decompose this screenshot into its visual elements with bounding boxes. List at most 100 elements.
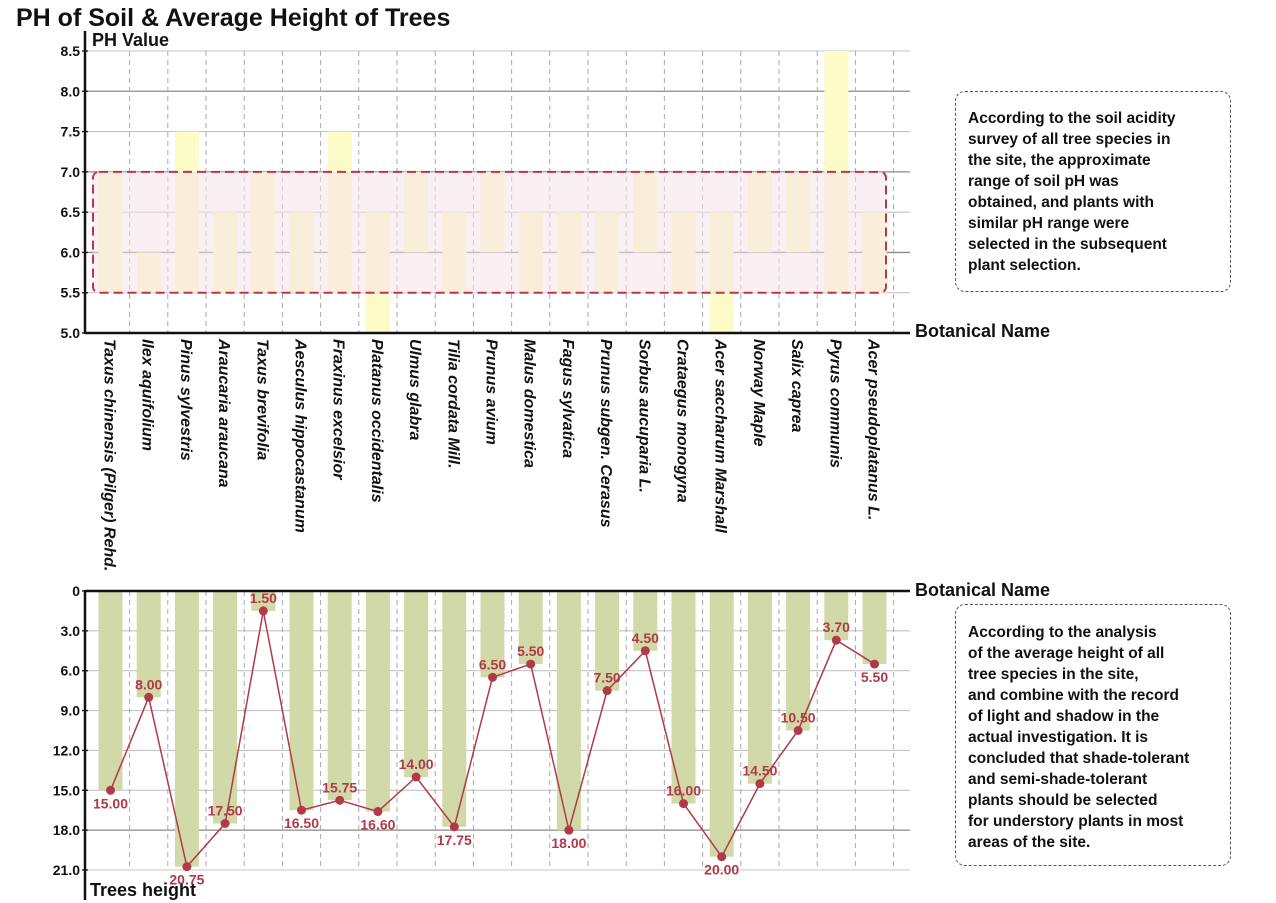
height-point <box>717 852 727 862</box>
ph-tick-labels: 5.0 5.5 6.0 6.5 7.0 7.5 8.0 8.5 <box>61 43 88 341</box>
height-bar <box>251 591 276 611</box>
height-value-label: 16.00 <box>666 783 701 799</box>
ph-tick-label: 6.0 <box>61 244 81 260</box>
height-value-label: 15.00 <box>93 795 128 811</box>
height-value-label: 5.50 <box>861 669 888 685</box>
height-value-label: 15.75 <box>322 779 357 795</box>
height-point <box>106 785 115 795</box>
height-point <box>411 772 421 782</box>
height-tick-labels: 0 3.0 6.0 9.0 12.0 15.0 18.0 21.0 <box>53 583 88 878</box>
height-point <box>144 692 154 702</box>
height-bar <box>480 591 505 678</box>
height-value-label: 17.75 <box>437 832 472 848</box>
height-bar <box>327 591 352 801</box>
chart-title: PH of Soil & Average Height of Trees <box>16 4 450 32</box>
height-tick-label: 15.0 <box>53 782 80 798</box>
height-value-labels: 15.00 8.00 20.75 17.50 1.50 16.50 15.75 16.60 14… <box>93 590 888 888</box>
height-bar <box>404 591 429 777</box>
height-bar <box>174 591 199 867</box>
height-value-label: 5.50 <box>517 643 544 659</box>
height-value-label: 10.50 <box>781 710 816 726</box>
height-point <box>793 726 803 735</box>
height-tick-label: 3.0 <box>61 623 81 639</box>
height-tick-label: 18.0 <box>53 822 80 838</box>
height-tick-label: 6.0 <box>61 663 81 679</box>
species-label: Acer pseudoplatanus L. <box>865 338 882 520</box>
species-label: Crataegus monogyna <box>674 339 691 503</box>
height-value-label: 6.50 <box>479 656 506 672</box>
height-bar <box>671 591 696 804</box>
ph-tick-label: 8.0 <box>61 83 81 99</box>
ph-note-box: According to the soil acidity survey of … <box>955 91 1231 292</box>
height-tick-label: 0 <box>72 583 80 599</box>
height-bar <box>213 591 238 824</box>
height-point <box>449 822 459 832</box>
ph-axis-title: PH Value <box>92 30 169 50</box>
species-label: Fraxinus excelsior <box>330 339 347 480</box>
species-label: Sorbus aucuparia L. <box>635 339 652 493</box>
species-label: Tilia cordata Mill. <box>444 339 461 469</box>
height-value-label: 4.50 <box>632 630 659 646</box>
height-bar <box>595 591 620 691</box>
height-point <box>335 795 345 805</box>
height-x-axis-title: Botanical Name <box>915 580 1050 600</box>
height-bar <box>365 591 390 812</box>
height-bar <box>556 591 581 831</box>
ph-highlight-band <box>92 170 887 294</box>
height-value-label: 18.00 <box>551 835 586 851</box>
height-value-label: 20.00 <box>704 862 739 878</box>
height-bar <box>518 591 543 665</box>
ph-tick-label: 6.5 <box>61 204 81 220</box>
height-bar <box>824 591 849 641</box>
height-point <box>488 672 497 682</box>
height-point <box>564 825 574 835</box>
species-label: Platanus occidentalis <box>368 339 385 503</box>
ph-tick-label: 8.5 <box>61 43 81 59</box>
species-label: Fagus sylvatica <box>559 339 576 458</box>
height-value-label: 7.50 <box>593 670 620 686</box>
species-label: Salix caprea <box>788 339 805 433</box>
ph-tick-label: 5.0 <box>61 325 81 341</box>
height-bar <box>747 591 772 784</box>
ph-tick-label: 7.0 <box>61 164 81 180</box>
height-bar <box>442 591 467 827</box>
species-label: Ilex aquifolium <box>139 339 156 451</box>
height-point <box>679 799 688 809</box>
height-point <box>182 862 192 872</box>
height-value-label: 17.50 <box>208 803 243 819</box>
species-label: Prunus subgen. Cerasus <box>597 339 614 528</box>
species-label: Aesculus hippocastanum <box>292 338 309 533</box>
height-bar <box>709 591 734 857</box>
height-bars <box>98 591 887 867</box>
ph-tick-label: 7.5 <box>61 124 81 140</box>
species-label: Taxus chinensis (Pilger) Rehd. <box>101 339 118 571</box>
height-value-label: 16.60 <box>360 817 395 833</box>
species-label: Malus domestica <box>521 339 538 468</box>
height-note-box: According to the analysis of the average… <box>955 604 1231 866</box>
species-label: Pyrus communis <box>826 339 843 468</box>
species-label: Prunus avium <box>483 339 500 445</box>
height-bar <box>633 591 658 651</box>
height-bar <box>98 591 123 791</box>
height-point <box>220 819 230 828</box>
height-point <box>258 606 268 616</box>
height-point <box>373 807 383 817</box>
height-value-label: 14.00 <box>399 756 434 772</box>
height-tick-label: 21.0 <box>53 862 80 878</box>
species-label: Araucaria araucana <box>215 338 232 488</box>
height-value-label: 14.50 <box>742 763 777 779</box>
height-points <box>106 606 879 872</box>
height-point <box>526 659 536 669</box>
height-point <box>831 635 841 645</box>
height-point <box>755 779 765 789</box>
height-value-label: 1.50 <box>250 590 277 606</box>
height-value-label: 16.50 <box>284 815 319 831</box>
species-label: Pinus sylvestris <box>177 339 194 461</box>
height-bar <box>786 591 811 731</box>
height-bar <box>136 591 161 698</box>
height-point <box>640 646 650 656</box>
species-labels: Taxus chinensis (Pilger) Rehd. Ilex aquif… <box>101 338 882 571</box>
species-label: Ulmus glabra <box>406 339 423 440</box>
height-value-label: 20.75 <box>169 872 204 888</box>
height-value-label: 8.00 <box>135 676 162 692</box>
